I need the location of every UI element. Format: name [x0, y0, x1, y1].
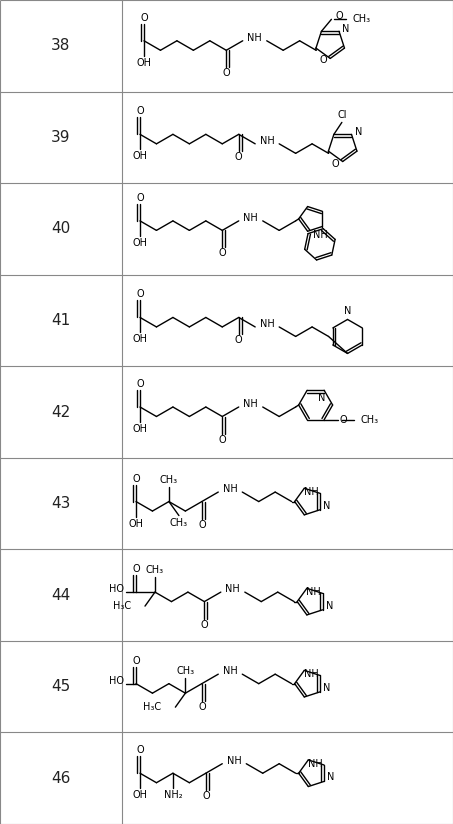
Text: O: O [136, 289, 144, 299]
Text: O: O [132, 656, 140, 666]
Text: NH: NH [243, 213, 258, 222]
Text: NH: NH [308, 759, 323, 769]
Text: OH: OH [132, 238, 148, 248]
Text: CH₃: CH₃ [146, 565, 164, 575]
Text: O: O [235, 152, 242, 162]
Text: NH: NH [223, 484, 238, 494]
Text: NH: NH [243, 399, 258, 409]
Text: NH: NH [226, 584, 240, 594]
Text: OH: OH [132, 152, 148, 162]
Text: NH: NH [307, 588, 321, 597]
Text: N: N [342, 25, 350, 35]
Text: H₃C: H₃C [143, 702, 161, 712]
Text: O: O [222, 68, 230, 78]
Text: NH: NH [260, 319, 275, 329]
Text: CH₃: CH₃ [352, 14, 371, 25]
Text: O: O [136, 106, 144, 116]
Text: O: O [339, 414, 347, 424]
Text: O: O [202, 791, 210, 801]
Text: NH: NH [223, 666, 238, 677]
Text: O: O [198, 702, 206, 712]
Text: O: O [201, 620, 208, 630]
Text: H₃C: H₃C [113, 602, 131, 611]
Text: NH₂: NH₂ [164, 790, 182, 800]
Text: OH: OH [136, 58, 151, 68]
Text: Cl: Cl [337, 110, 347, 120]
Text: 44: 44 [51, 588, 71, 602]
Text: O: O [132, 564, 140, 574]
Text: NH: NH [304, 487, 318, 497]
Text: HO: HO [109, 676, 124, 686]
Text: CH₃: CH₃ [160, 475, 178, 485]
Text: NH: NH [260, 136, 275, 146]
Text: HO: HO [109, 584, 124, 594]
Text: O: O [235, 335, 242, 345]
Text: N: N [327, 772, 335, 783]
Text: O: O [140, 13, 148, 23]
Text: CH₃: CH₃ [176, 666, 194, 677]
Text: N: N [326, 601, 333, 611]
Text: NH: NH [227, 756, 241, 765]
Text: O: O [136, 193, 144, 203]
Text: CH₃: CH₃ [170, 517, 188, 527]
Text: O: O [136, 379, 144, 389]
Text: 45: 45 [51, 679, 71, 694]
Text: N: N [323, 683, 331, 693]
Text: OH: OH [129, 518, 144, 528]
Text: N: N [355, 128, 362, 138]
Text: CH₃: CH₃ [360, 414, 378, 424]
Text: 40: 40 [51, 222, 71, 236]
Text: O: O [198, 520, 206, 530]
Text: O: O [218, 434, 226, 444]
Text: O: O [132, 474, 140, 484]
Text: 42: 42 [51, 405, 71, 419]
Text: 39: 39 [51, 130, 71, 145]
Text: OH: OH [132, 424, 148, 434]
Text: N: N [318, 393, 326, 403]
Text: O: O [218, 248, 226, 259]
Text: OH: OH [132, 790, 148, 800]
Text: NH: NH [313, 230, 328, 240]
Text: 43: 43 [51, 496, 71, 511]
Text: O: O [335, 12, 343, 21]
Text: OH: OH [132, 335, 148, 344]
Text: N: N [323, 501, 331, 511]
Text: NH: NH [247, 33, 262, 43]
Text: N: N [344, 307, 351, 316]
Text: 41: 41 [51, 313, 71, 328]
Text: O: O [136, 745, 144, 756]
Text: 38: 38 [51, 38, 71, 54]
Text: NH: NH [304, 669, 318, 679]
Text: 46: 46 [51, 770, 71, 786]
Text: O: O [319, 55, 327, 65]
Text: O: O [332, 158, 339, 169]
